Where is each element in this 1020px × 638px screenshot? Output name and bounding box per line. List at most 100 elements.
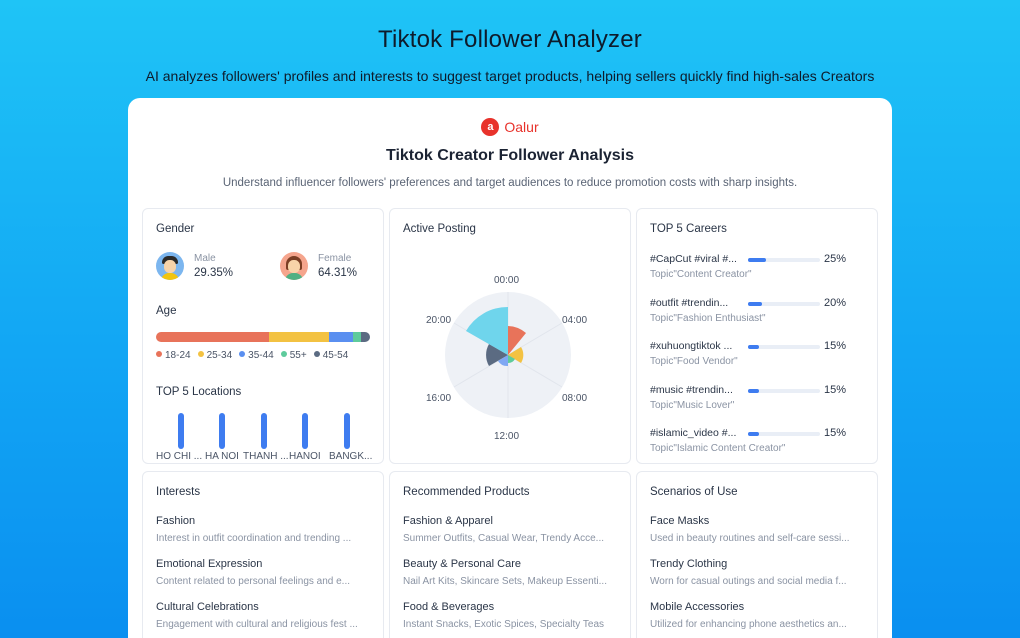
age-segment[interactable] — [156, 332, 270, 342]
interest-item[interactable]: Cultural Celebrations Engagement with cu… — [156, 601, 371, 630]
location-label: HANOI — [289, 451, 321, 462]
interests-title: Interests — [156, 486, 201, 498]
scenario-item[interactable]: Face Masks Used in beauty routines and s… — [650, 515, 865, 544]
products-title: Recommended Products — [403, 486, 530, 498]
hero-title: Tiktok Follower Analyzer — [378, 26, 642, 53]
career-name: #outfit #trendin... — [650, 296, 729, 309]
scenario-desc: Used in beauty routines and self-care se… — [650, 533, 850, 544]
time-label: 00:00 — [494, 275, 520, 286]
analysis-panel: a Oalur Tiktok Creator Follower Analysis… — [128, 98, 892, 638]
gender-age-card: Gender Male 29.35% Female 64.31% Age 18-… — [142, 208, 384, 464]
time-label: 12:00 — [494, 431, 520, 442]
age-legend-item: 18-24 — [156, 350, 191, 361]
scenario-item[interactable]: Trendy Clothing Worn for casual outings … — [650, 558, 865, 587]
scenario-title: Mobile Accessories — [650, 601, 745, 613]
female-label: Female — [318, 253, 352, 264]
time-label: 08:00 — [562, 393, 588, 404]
career-progress-fill — [748, 301, 763, 306]
career-progress-track — [748, 258, 820, 262]
age-legend-item: 35-44 — [239, 350, 274, 361]
age-legend-label: 45-54 — [322, 350, 349, 361]
career-progress-track — [748, 432, 820, 436]
legend-dot-icon — [197, 351, 204, 357]
product-item[interactable]: Food & Beverages Instant Snacks, Exotic … — [403, 601, 618, 630]
career-percent: 15% — [824, 427, 847, 439]
age-distribution-bar[interactable] — [156, 332, 370, 342]
age-segment[interactable] — [352, 332, 362, 342]
career-progress-fill — [748, 388, 759, 393]
legend-dot-icon — [156, 351, 162, 357]
scenario-title: Face Masks — [650, 515, 710, 527]
career-topic: Topic"Music Lover" — [650, 399, 735, 411]
posting-polar-chart[interactable] — [390, 209, 631, 464]
career-progress-track — [748, 388, 820, 393]
posting-title: Active Posting — [403, 223, 476, 235]
female-value: 64.31% — [318, 267, 358, 279]
location-bar[interactable] — [302, 413, 308, 449]
panel-subtitle: Understand influencer followers' prefere… — [222, 177, 798, 189]
product-title: Beauty & Personal Care — [403, 558, 522, 570]
interest-title: Emotional Expression — [156, 558, 263, 570]
career-progress-fill — [748, 345, 759, 349]
careers-title: TOP 5 Careers — [650, 223, 727, 235]
panel-title: Tiktok Creator Follower Analysis — [385, 147, 635, 164]
scenarios-card: Scenarios of Use Face Masks Used in beau… — [636, 471, 878, 638]
age-legend: 18-24 25-34 35-44 55+ 45-54 — [156, 350, 348, 361]
legend-dot-icon — [280, 351, 287, 357]
scenario-item[interactable]: Mobile Accessories Utilized for enhancin… — [650, 601, 865, 630]
male-label: Male — [194, 253, 216, 264]
posting-slice — [508, 347, 524, 363]
posting-slice — [466, 306, 508, 355]
interests-card: Interests Fashion Interest in outfit coo… — [142, 471, 384, 638]
locations-title: TOP 5 Locations — [156, 386, 242, 398]
career-name: #islamic_video #... — [650, 427, 737, 439]
product-desc: Instant Snacks, Exotic Spices, Specialty… — [403, 619, 605, 630]
career-percent: 15% — [824, 340, 847, 352]
careers-card: TOP 5 Careers #CapCut #viral #... 25% Topi… — [636, 208, 878, 464]
location-bar[interactable] — [344, 413, 350, 449]
product-item[interactable]: Fashion & Apparel Summer Outfits, Casual… — [403, 515, 618, 544]
career-progress-fill — [748, 432, 759, 436]
female-avatar-icon — [280, 252, 308, 280]
age-segment[interactable] — [269, 332, 330, 342]
age-title: Age — [156, 305, 177, 317]
location-bar[interactable] — [178, 413, 184, 449]
scenario-title: Trendy Clothing — [650, 558, 728, 570]
interest-desc: Engagement with cultural and religious f… — [156, 619, 358, 630]
age-segment[interactable] — [329, 332, 353, 342]
product-title: Fashion & Apparel — [403, 515, 493, 527]
legend-dot-icon — [239, 351, 246, 357]
location-bar[interactable] — [261, 413, 267, 449]
career-name: #xuhuongtiktok ... — [650, 340, 733, 352]
career-topic: Topic"Food Vendor" — [650, 356, 738, 367]
time-label: 04:00 — [562, 315, 588, 326]
location-label: THANH ... — [243, 451, 289, 462]
career-name: #music #trendin... — [650, 383, 733, 396]
product-desc: Summer Outfits, Casual Wear, Trendy Acce… — [403, 533, 605, 544]
hero-subtitle: AI analyzes followers' profiles and inte… — [145, 68, 875, 84]
brand[interactable]: a Oalur — [128, 118, 892, 136]
scenario-desc: Worn for casual outings and social media… — [650, 576, 847, 587]
active-posting-card: Active Posting 00:00 04:00 08:00 12:00 1… — [389, 208, 631, 464]
age-legend-label: 25-34 — [206, 350, 233, 361]
product-item[interactable]: Beauty & Personal Care Nail Art Kits, Sk… — [403, 558, 618, 587]
age-legend-item: 55+ — [280, 350, 307, 361]
scenario-desc: Utilized for enhancing phone aesthetics … — [650, 619, 847, 630]
posting-slice — [508, 326, 526, 355]
career-topic: Topic"Fashion Enthusiast" — [650, 312, 766, 324]
oalur-logo-icon: a — [481, 118, 500, 136]
posting-slice — [498, 355, 508, 367]
location-bar[interactable] — [219, 413, 225, 449]
male-value: 29.35% — [194, 267, 234, 279]
time-label: 20:00 — [426, 315, 452, 326]
career-percent: 15% — [824, 383, 847, 396]
age-segment[interactable] — [361, 332, 370, 342]
female-stat: Female 64.31% — [280, 252, 357, 280]
interest-item[interactable]: Emotional Expression Content related to … — [156, 558, 371, 587]
age-legend-item: 25-34 — [197, 350, 233, 361]
career-percent: 25% — [824, 253, 847, 265]
interest-title: Cultural Celebrations — [156, 601, 259, 613]
career-progress-track — [748, 345, 820, 349]
gender-title: Gender — [156, 223, 195, 235]
interest-item[interactable]: Fashion Interest in outfit coordination … — [156, 515, 371, 544]
